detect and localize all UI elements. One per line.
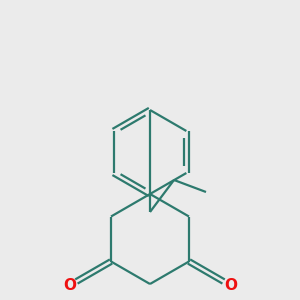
Text: O: O (224, 278, 237, 293)
Text: O: O (63, 278, 76, 293)
